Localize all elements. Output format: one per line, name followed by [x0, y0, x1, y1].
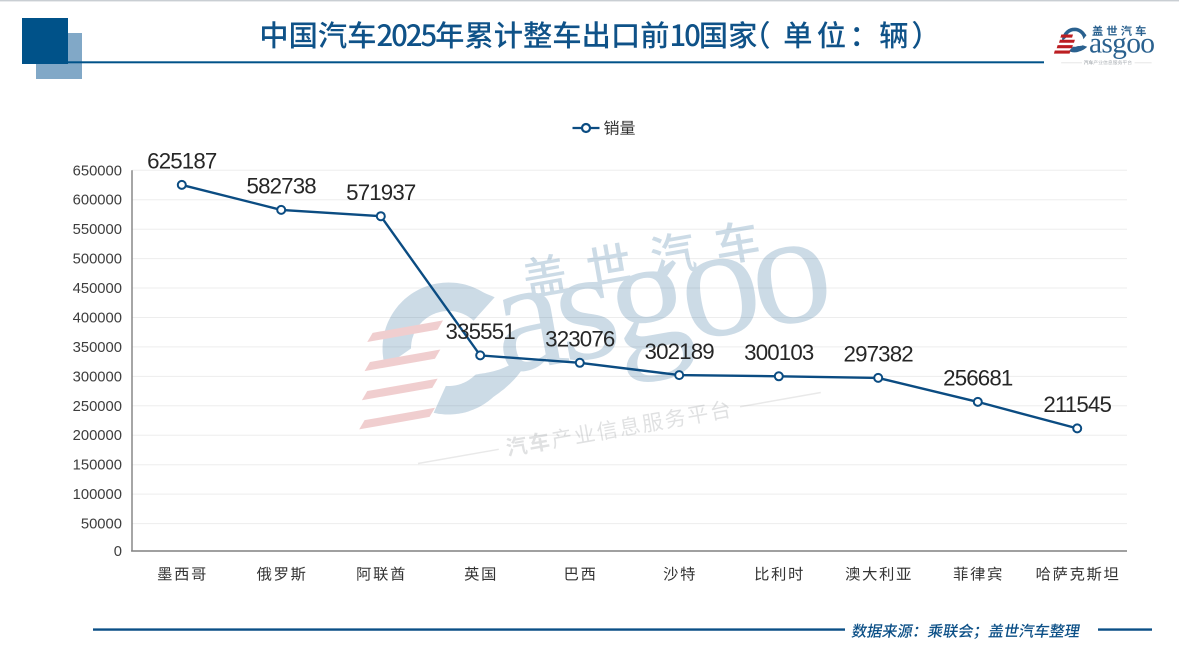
svg-text:211545: 211545 — [1043, 392, 1111, 417]
svg-text:582738: 582738 — [247, 174, 317, 199]
svg-text:300103: 300103 — [744, 340, 814, 365]
svg-text:0: 0 — [114, 544, 122, 560]
svg-text:625187: 625187 — [147, 149, 217, 174]
svg-text:350000: 350000 — [73, 340, 122, 356]
svg-text:600000: 600000 — [73, 193, 122, 209]
svg-text:50000: 50000 — [81, 517, 122, 533]
svg-text:297382: 297382 — [844, 342, 914, 367]
svg-text:450000: 450000 — [73, 281, 122, 297]
svg-text:323076: 323076 — [545, 327, 615, 352]
svg-text:550000: 550000 — [73, 222, 122, 238]
svg-text:256681: 256681 — [943, 366, 1013, 391]
svg-text:302189: 302189 — [645, 339, 715, 364]
svg-text:250000: 250000 — [73, 399, 122, 415]
svg-text:200000: 200000 — [73, 428, 122, 444]
svg-text:650000: 650000 — [73, 163, 122, 179]
svg-text:571937: 571937 — [346, 180, 416, 205]
svg-text:335551: 335551 — [446, 319, 516, 344]
svg-text:400000: 400000 — [73, 311, 122, 327]
svg-text:150000: 150000 — [73, 458, 122, 474]
svg-text:300000: 300000 — [73, 369, 122, 385]
svg-text:500000: 500000 — [73, 252, 122, 268]
svg-text:100000: 100000 — [73, 487, 122, 503]
